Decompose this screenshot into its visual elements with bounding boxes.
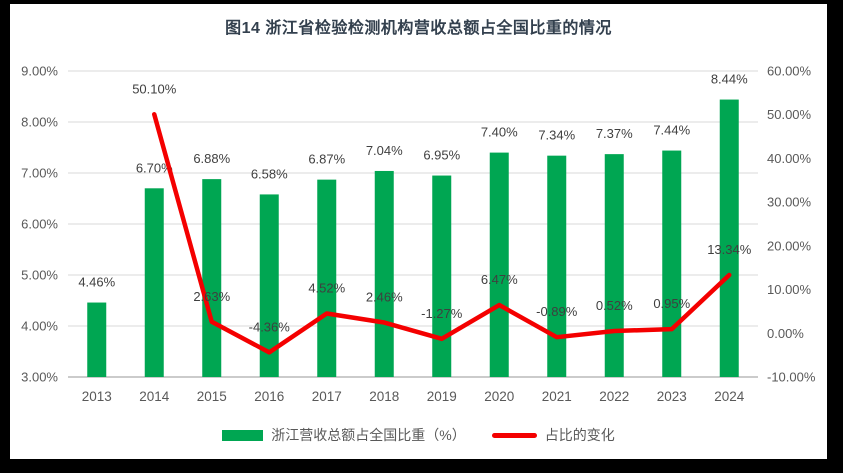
bar-value-label: 7.40%	[481, 125, 518, 140]
x-axis-category-label: 2019	[427, 389, 457, 404]
y-axis-right-tick-label: 30.00%	[767, 195, 812, 210]
x-axis-category-label: 2023	[657, 389, 687, 404]
y-axis-right-tick-label: 50.00%	[767, 107, 812, 122]
line-point-label: 13.34%	[707, 242, 752, 257]
x-axis-category-label: 2021	[542, 389, 572, 404]
y-axis-left-tick-label: 5.00%	[21, 268, 58, 283]
y-axis-left-tick-label: 9.00%	[21, 64, 58, 79]
bar-value-label: 6.95%	[423, 148, 460, 163]
line-point-label: 4.52%	[308, 281, 345, 296]
bar-2019	[432, 175, 452, 377]
bar-value-label: 7.37%	[596, 126, 633, 141]
bar-2018	[374, 170, 394, 377]
line-point-label: 0.52%	[596, 298, 633, 313]
bar-2022	[604, 154, 624, 377]
x-axis-category-label: 2017	[312, 389, 342, 404]
bar-value-label: 7.04%	[366, 143, 403, 158]
y-axis-right-tick-label: 40.00%	[767, 151, 812, 166]
x-axis-category-label: 2020	[484, 389, 514, 404]
y-axis-left-tick-label: 7.00%	[21, 166, 58, 181]
y-axis-right-tick-label: -10.00%	[767, 370, 816, 385]
x-axis-category-label: 2024	[714, 389, 745, 404]
line-point-label: 0.95%	[653, 296, 690, 311]
trend-line	[152, 112, 732, 355]
line-point-label: -1.27%	[421, 306, 463, 321]
bar-2020	[489, 152, 509, 377]
legend-line-swatch-icon	[491, 432, 537, 438]
chart-panel: 图14 浙江省检验检测机构营收总额占全国比重的情况 9.00% 8.00% 7.00…	[10, 4, 827, 459]
line-point-label: 2.46%	[366, 290, 403, 305]
line-point-label: 2.63%	[193, 289, 230, 304]
y-axis-left-tick-label: 4.00%	[21, 319, 58, 334]
y-axis-right-tick-label: 0.00%	[767, 326, 804, 341]
bar-2021	[547, 155, 567, 377]
bar-2013	[87, 302, 107, 377]
chart-title: 图14 浙江省检验检测机构营收总额占全国比重的情况	[225, 20, 612, 37]
chart-plot-area: 9.00% 8.00% 7.00% 6.00% 5.00% 4.00% 3.00% 60.00…	[21, 64, 816, 405]
x-axis-category-label: 2015	[197, 389, 227, 404]
legend-bar-label: 浙江营收总额占全国比重（%）	[271, 427, 466, 443]
line-point-label: 50.10%	[132, 81, 177, 96]
y-axis-right-tick-label: 20.00%	[767, 238, 812, 253]
line-point-label: -0.89%	[536, 304, 578, 319]
x-axis-category-label: 2013	[82, 389, 112, 404]
x-axis-category-label: 2016	[254, 389, 284, 404]
bar-2016	[259, 194, 279, 377]
line-point-label: 6.47%	[481, 272, 518, 287]
bar-value-label: 7.34%	[538, 128, 575, 143]
bar-2014	[144, 188, 164, 377]
y-axis-right-tick-label: 10.00%	[767, 282, 812, 297]
legend-line-label: 占比的变化	[544, 427, 615, 443]
line-point-label: -4.36%	[249, 319, 291, 334]
bar-value-label: 6.87%	[308, 152, 345, 167]
bar-value-label: 4.46%	[78, 275, 115, 290]
x-axis-category-label: 2018	[369, 389, 399, 404]
bar-2023	[662, 150, 682, 377]
bar-value-label: 7.44%	[653, 123, 690, 138]
bar-2017	[317, 179, 337, 377]
bar-value-label: 6.58%	[251, 166, 288, 181]
x-axis-category-label: 2022	[599, 389, 629, 404]
bar-value-label: 6.88%	[193, 151, 230, 166]
y-axis-left-tick-label: 3.00%	[21, 370, 58, 385]
bar-2015	[202, 179, 222, 377]
bar-value-label: 6.70%	[136, 160, 173, 175]
x-axis-category-label: 2014	[139, 389, 170, 404]
y-axis-left-tick-label: 6.00%	[21, 217, 58, 232]
chart-legend: 浙江营收总额占全国比重（%） 占比的变化	[10, 425, 827, 445]
y-axis-left-tick-label: 8.00%	[21, 115, 58, 130]
bar-value-label: 8.44%	[711, 72, 748, 87]
y-axis-right-tick-label: 60.00%	[767, 64, 812, 79]
legend-bar-swatch-icon	[222, 429, 264, 441]
bar-2024	[719, 99, 739, 377]
